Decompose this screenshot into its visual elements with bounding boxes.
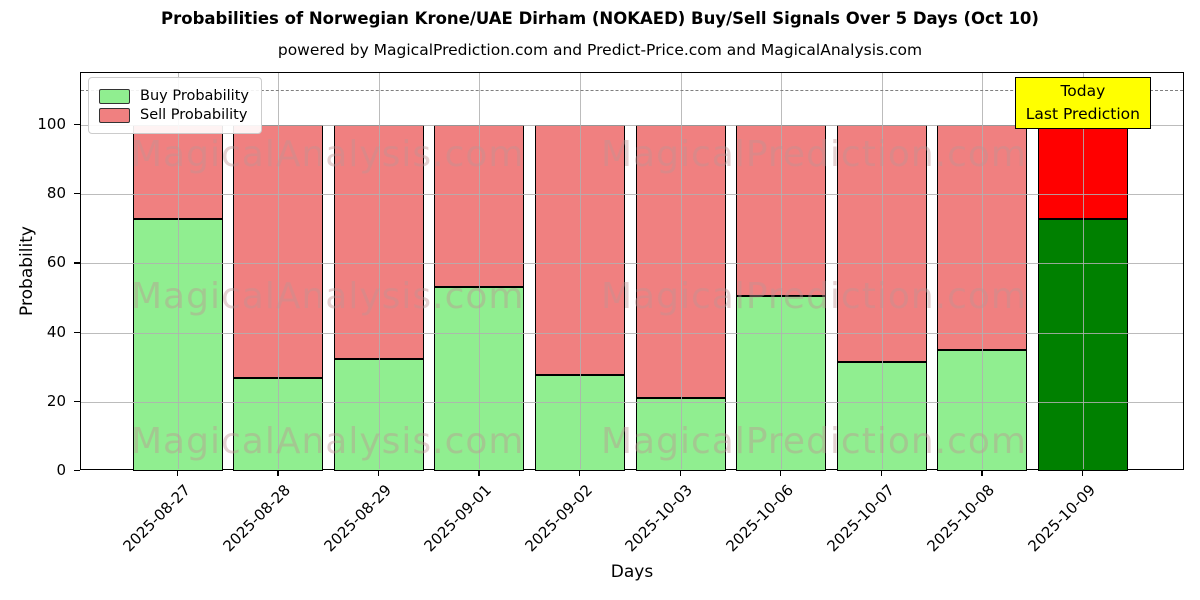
y-tick-mark — [74, 123, 80, 126]
gridline-horizontal — [81, 194, 1183, 196]
buy-swatch — [99, 88, 130, 104]
gridline-vertical — [680, 73, 682, 469]
x-tick-mark — [679, 470, 681, 476]
x-tick-mark — [478, 470, 480, 476]
y-tick-mark — [74, 331, 80, 333]
y-tick-label: 80 — [46, 184, 66, 203]
x-tick-mark — [176, 470, 178, 476]
x-tick-label: 2025-10-09 — [1024, 481, 1099, 556]
gridline-horizontal — [81, 332, 1183, 334]
gridline-horizontal — [81, 124, 1183, 126]
watermark-text: MagicalAnalysis.com — [131, 134, 525, 175]
y-tick-label: 100 — [37, 114, 66, 133]
watermark-text: MagicalAnalysis.com — [131, 276, 525, 317]
buy-bar-segment — [233, 377, 324, 471]
x-tick-mark — [277, 470, 279, 476]
x-tick-label: 2025-09-02 — [521, 481, 596, 556]
x-tick-label: 2025-09-01 — [420, 481, 496, 556]
watermark-text: MagicalPrediction.com — [601, 276, 1027, 317]
chart-subtitle: powered by MagicalPrediction.com and Pre… — [277, 41, 923, 59]
x-tick-mark — [981, 470, 983, 476]
x-tick-label: 2025-08-29 — [320, 481, 395, 556]
sell-bar-segment — [233, 124, 324, 378]
today-annotation: Today Last Prediction — [1014, 77, 1151, 129]
y-tick-mark — [74, 262, 80, 264]
watermark-text: MagicalAnalysis.com — [131, 421, 525, 462]
sell-swatch — [99, 107, 130, 123]
plot-area: Buy Probability Sell Probability Today L… — [80, 72, 1184, 471]
gridline-horizontal — [81, 263, 1183, 265]
dashed-threshold-line — [81, 90, 1183, 92]
gridline-horizontal — [81, 401, 1183, 403]
legend-entry-buy: Buy Probability — [99, 88, 249, 104]
x-tick-label: 2025-10-07 — [823, 481, 898, 556]
x-tick-label: 2025-10-06 — [722, 481, 797, 556]
sell-legend-label: Sell Probability — [140, 107, 248, 123]
gridline-vertical — [177, 73, 179, 469]
x-tick-mark — [377, 470, 380, 476]
x-tick-mark — [880, 470, 883, 476]
y-tick-label: 60 — [46, 253, 66, 272]
buy-bar-segment — [736, 296, 827, 471]
y-tick-label: 40 — [46, 322, 66, 341]
gridline-vertical — [982, 73, 984, 469]
x-tick-label: 2025-08-27 — [119, 481, 194, 556]
x-axis-label: Days — [610, 562, 654, 582]
y-tick-mark — [74, 400, 80, 403]
x-tick-label: 2025-10-03 — [621, 481, 697, 556]
gridline-vertical — [378, 73, 380, 469]
watermark-text: MagicalPrediction.com — [601, 134, 1027, 175]
gridline-vertical — [781, 73, 783, 469]
y-tick-mark — [74, 470, 80, 472]
x-tick-mark — [579, 470, 581, 476]
chart-title: Probabilities of Norwegian Krone/UAE Dir… — [161, 9, 1039, 28]
buy-legend-label: Buy Probability — [140, 88, 249, 104]
gridline-vertical — [881, 73, 883, 469]
watermark-text: MagicalPrediction.com — [601, 421, 1027, 462]
gridline-vertical — [278, 73, 280, 469]
y-tick-label: 0 — [56, 461, 66, 479]
gridline-vertical — [1082, 73, 1084, 469]
x-tick-label: 2025-10-08 — [923, 481, 999, 556]
x-tick-label: 2025-08-28 — [219, 481, 295, 556]
x-tick-mark — [1081, 470, 1084, 476]
annotation-line1: Today — [1060, 82, 1106, 100]
legend: Buy Probability Sell Probability — [88, 77, 262, 134]
y-tick-mark — [74, 193, 80, 195]
annotation-line2: Last Prediction — [1025, 105, 1140, 123]
y-tick-label: 20 — [46, 391, 66, 410]
x-tick-mark — [780, 470, 782, 476]
gridline-vertical — [479, 73, 481, 469]
legend-entry-sell: Sell Probability — [99, 107, 249, 123]
gridline-vertical — [580, 73, 581, 469]
